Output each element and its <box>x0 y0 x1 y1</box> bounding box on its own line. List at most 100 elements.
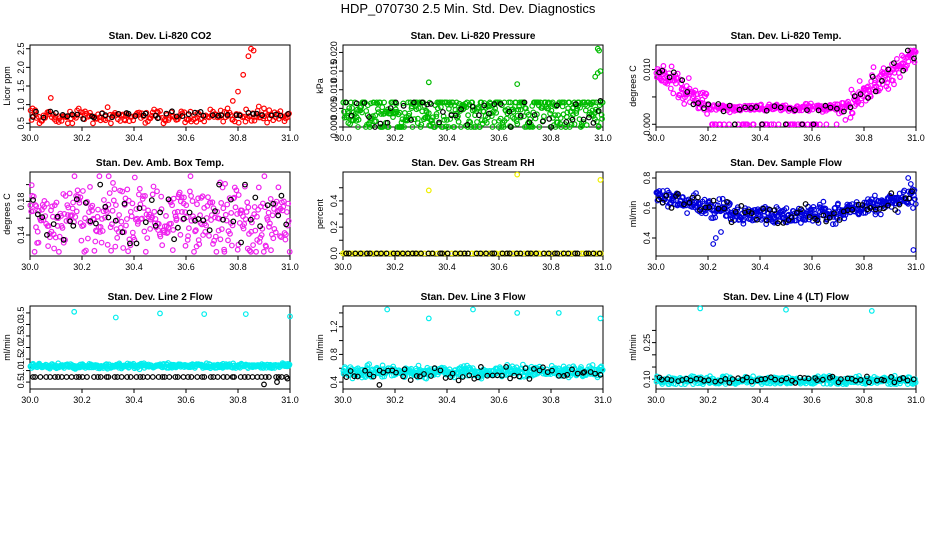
data-point-primary <box>712 214 719 221</box>
data-point-primary <box>894 56 900 62</box>
data-point-reference <box>706 204 713 211</box>
data-point-reference <box>384 119 391 126</box>
data-point-primary <box>444 116 450 123</box>
data-point-primary <box>123 216 130 222</box>
data-point-reference <box>581 369 588 375</box>
data-point-primary <box>112 314 119 321</box>
data-point-primary <box>891 81 897 88</box>
data-point-primary <box>147 225 154 232</box>
data-point-primary <box>900 60 906 66</box>
data-point-primary <box>112 243 119 250</box>
data-point-primary <box>112 202 119 209</box>
data-point-reference <box>253 110 260 117</box>
data-point-reference <box>836 217 843 223</box>
data-point-reference <box>533 250 540 257</box>
data-point-primary <box>758 101 764 108</box>
data-point-primary <box>860 210 867 216</box>
data-point-primary <box>845 98 851 105</box>
data-point-primary <box>381 250 388 257</box>
x-tick-label: 30.6 <box>490 262 508 272</box>
data-point-reference <box>354 373 361 380</box>
data-point-primary <box>201 311 208 318</box>
y-tick-label: 0.000 <box>329 116 339 139</box>
x-tick-label: 31.0 <box>594 262 612 272</box>
data-point-reference <box>165 196 172 203</box>
data-point-reference <box>738 202 745 209</box>
data-point-primary <box>185 233 192 240</box>
data-point-reference <box>431 365 438 372</box>
data-point-primary <box>726 121 732 128</box>
data-point-reference <box>476 112 482 119</box>
data-point-primary <box>598 112 605 118</box>
x-tick-label: 30.6 <box>177 133 195 143</box>
x-tick-label: 30.2 <box>73 395 91 405</box>
data-point-primary <box>349 250 356 257</box>
data-point-primary <box>491 119 498 125</box>
y-tick-label: 1.5 <box>16 80 26 93</box>
data-point-primary <box>514 81 521 87</box>
data-point-reference <box>499 372 505 379</box>
data-point-reference <box>172 374 179 380</box>
data-point-primary <box>47 94 54 101</box>
data-point-primary <box>676 92 683 99</box>
data-point-primary <box>70 199 76 206</box>
data-point-primary <box>703 91 710 97</box>
data-point-reference <box>459 374 466 380</box>
data-point-primary <box>136 185 143 192</box>
data-point-reference <box>370 373 377 380</box>
data-point-reference <box>880 205 887 212</box>
data-point-primary <box>514 310 521 316</box>
data-point-primary <box>91 247 98 254</box>
data-point-reference <box>264 202 271 209</box>
data-point-reference <box>827 104 834 111</box>
y-axis-label: ml/min <box>315 334 325 361</box>
data-point-primary <box>835 200 841 207</box>
data-point-primary <box>885 380 891 387</box>
data-point-primary <box>355 124 361 130</box>
data-point-reference <box>517 250 524 257</box>
data-point-reference <box>346 250 352 257</box>
data-point-primary <box>157 310 163 317</box>
data-point-reference <box>596 250 603 257</box>
data-point-primary <box>124 186 131 193</box>
data-point-primary <box>69 205 76 212</box>
y-tick-label: 0.6 <box>642 202 652 215</box>
data-point-reference <box>186 209 193 216</box>
data-point-reference <box>437 250 444 257</box>
data-point-primary <box>399 124 405 130</box>
data-point-primary <box>192 227 199 234</box>
data-point-primary <box>552 112 558 119</box>
x-tick-label: 30.4 <box>438 133 456 143</box>
data-point-primary <box>280 203 287 210</box>
data-point-reference <box>489 250 496 257</box>
data-point-reference <box>563 119 570 125</box>
data-point-primary <box>283 231 289 238</box>
data-point-primary <box>265 209 272 216</box>
data-point-reference <box>701 105 707 112</box>
y-tick-label: 0.010 <box>329 78 339 101</box>
data-point-reference <box>127 374 134 380</box>
data-point-primary <box>220 118 227 125</box>
data-point-primary <box>415 115 421 122</box>
data-point-reference <box>214 374 221 380</box>
data-point-reference <box>417 373 423 380</box>
panel-title: Stan. Dev. Li-820 Pressure <box>411 31 536 42</box>
y-tick-label: 2.5 <box>16 330 26 343</box>
data-point-reference <box>277 112 284 119</box>
x-tick-label: 30.2 <box>699 133 717 143</box>
data-point-reference <box>43 374 50 380</box>
data-point-reference <box>902 195 909 202</box>
data-point-reference <box>658 376 665 383</box>
data-point-reference <box>380 369 387 376</box>
data-point-reference <box>891 379 898 386</box>
data-point-reference <box>348 112 355 119</box>
data-point-reference <box>742 209 748 216</box>
data-point-primary <box>32 202 39 208</box>
data-point-reference <box>763 107 770 114</box>
data-point-primary <box>433 113 440 120</box>
data-point-primary <box>267 220 273 227</box>
data-point-reference <box>851 93 858 100</box>
y-tick-label: 2.0 <box>16 61 26 74</box>
data-point-reference <box>68 374 75 380</box>
data-point-primary <box>90 120 96 127</box>
